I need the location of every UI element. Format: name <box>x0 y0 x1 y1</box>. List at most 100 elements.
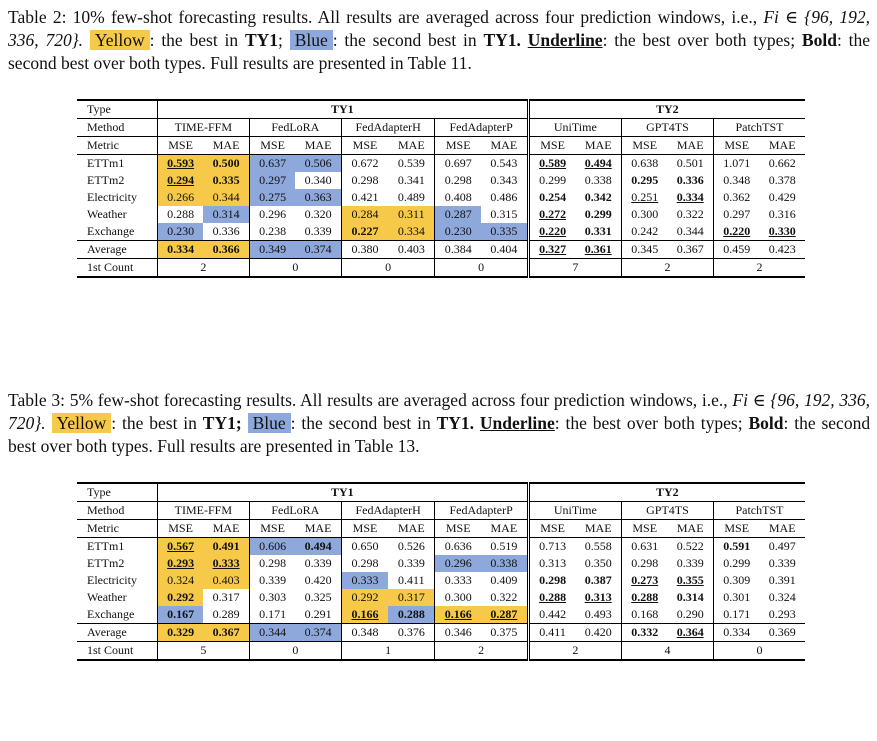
method-name: FedLoRA <box>248 501 342 520</box>
average-cell: 0.332 <box>620 623 668 642</box>
metric-label: MAE <box>667 136 714 155</box>
metric-label: MAE <box>759 519 805 538</box>
result-cell: 0.339 <box>676 556 704 570</box>
first-count-cell: 2 <box>712 258 805 278</box>
method-name: FedAdapterH <box>340 501 435 520</box>
result-cell: 0.275 <box>248 189 296 206</box>
result-cell: 0.362 <box>712 189 760 206</box>
metric-label: MSE <box>248 519 296 538</box>
result-cell: 0.335 <box>203 172 250 189</box>
metric-label: MAE <box>667 519 714 538</box>
result-cell: 0.378 <box>768 173 796 187</box>
average-cell: 0.459 <box>712 240 760 259</box>
result-cell: 0.494 <box>575 154 622 172</box>
result-cell: 0.293 <box>768 607 796 621</box>
metric-label: MSE <box>340 519 389 538</box>
average-label: Average <box>77 623 158 642</box>
method-name: TIME-FFM <box>156 118 250 137</box>
result-cell: 0.294 <box>156 172 204 189</box>
metric-label: MAE <box>480 136 529 155</box>
result-cell: 0.166 <box>434 606 481 624</box>
result-cell: 0.230 <box>156 223 204 241</box>
dataset-name: Electricity <box>87 573 137 587</box>
result-cell: 0.672 <box>340 154 389 172</box>
average-cell: 0.348 <box>340 623 389 642</box>
average-cell: 0.384 <box>434 240 481 259</box>
method-name: PatchTST <box>712 118 805 137</box>
result-cell: 0.333 <box>434 572 481 589</box>
average-cell: 0.364 <box>667 623 714 642</box>
average-cell: 0.420 <box>575 623 622 642</box>
yellow-legend: Yellow <box>89 30 150 50</box>
result-cell: 0.315 <box>490 207 518 221</box>
result-cell: 0.350 <box>584 556 612 570</box>
result-cell: 0.333 <box>203 555 250 572</box>
result-cell: 0.637 <box>248 154 296 172</box>
result-cell: 0.501 <box>667 154 714 172</box>
result-cell: 0.220 <box>526 223 576 241</box>
result-cell: 0.486 <box>490 190 518 204</box>
result-cell: 0.348 <box>712 172 760 189</box>
metric-label: MAE <box>575 136 622 155</box>
result-cell: 0.290 <box>676 607 704 621</box>
result-cell: 0.543 <box>480 154 529 172</box>
result-cell: 0.322 <box>490 590 518 604</box>
result-cell: 0.339 <box>304 556 332 570</box>
dataset-name: Exchange <box>87 224 135 238</box>
average-cell: 0.374 <box>295 240 342 259</box>
first-count-cell: 7 <box>526 258 622 278</box>
result-cell: 0.363 <box>295 189 342 206</box>
result-cell: 0.299 <box>584 207 612 221</box>
metric-label: MSE <box>340 136 389 155</box>
first-count-cell: 0 <box>434 258 529 278</box>
result-cell: 0.272 <box>526 206 576 223</box>
average-cell: 0.367 <box>203 623 250 642</box>
result-cell: 0.497 <box>759 537 805 555</box>
result-cell: 0.330 <box>768 224 796 238</box>
result-cell: 0.539 <box>388 154 435 172</box>
result-cell: 0.606 <box>248 537 296 555</box>
result-cell: 0.338 <box>480 555 529 572</box>
average-cell: 0.380 <box>340 240 389 259</box>
bold-legend: Bold <box>801 30 837 50</box>
average-cell: 0.404 <box>480 240 529 259</box>
result-cell: 0.168 <box>620 606 668 624</box>
metric-label: MAE <box>295 519 342 538</box>
average-cell: 0.346 <box>434 623 481 642</box>
metric-header: Metric <box>77 136 158 155</box>
result-cell: 0.519 <box>480 537 529 555</box>
average-label: Average <box>77 240 158 259</box>
average-cell: 0.376 <box>388 623 435 642</box>
result-cell: 0.171 <box>248 606 296 624</box>
result-cell: 0.220 <box>712 223 760 241</box>
result-cell: 0.526 <box>388 537 435 555</box>
result-cell: 0.403 <box>203 572 250 589</box>
first-count-cell: 2 <box>156 258 250 278</box>
result-cell: 0.166 <box>340 606 389 624</box>
result-cell: 0.324 <box>768 590 796 604</box>
average-cell: 0.327 <box>526 240 576 259</box>
method-name: GPT4TS <box>620 118 714 137</box>
method-name: FedLoRA <box>248 118 342 137</box>
result-cell: 0.387 <box>584 573 612 587</box>
result-cell: 0.324 <box>156 572 204 589</box>
average-cell: 0.345 <box>620 240 668 259</box>
first-count-cell: 2 <box>526 641 622 661</box>
average-cell: 0.361 <box>575 240 622 259</box>
bold-legend: Bold <box>748 413 784 433</box>
result-cell: 0.333 <box>340 572 389 589</box>
result-cell: 0.342 <box>584 190 612 204</box>
average-cell: 0.403 <box>388 240 435 259</box>
result-cell: 0.266 <box>156 189 204 206</box>
result-cell: 0.316 <box>768 207 796 221</box>
result-cell: 0.167 <box>156 606 204 624</box>
result-cell: 0.314 <box>676 590 704 604</box>
metric-label: MAE <box>388 136 435 155</box>
first-count-cell: 0 <box>248 258 342 278</box>
result-cell: 0.593 <box>156 154 204 172</box>
result-cell: 0.238 <box>248 223 296 241</box>
result-cell: 0.242 <box>620 223 668 241</box>
result-cell: 0.298 <box>526 572 576 589</box>
result-cell: 0.591 <box>712 537 760 555</box>
average-cell: 0.423 <box>759 240 805 259</box>
